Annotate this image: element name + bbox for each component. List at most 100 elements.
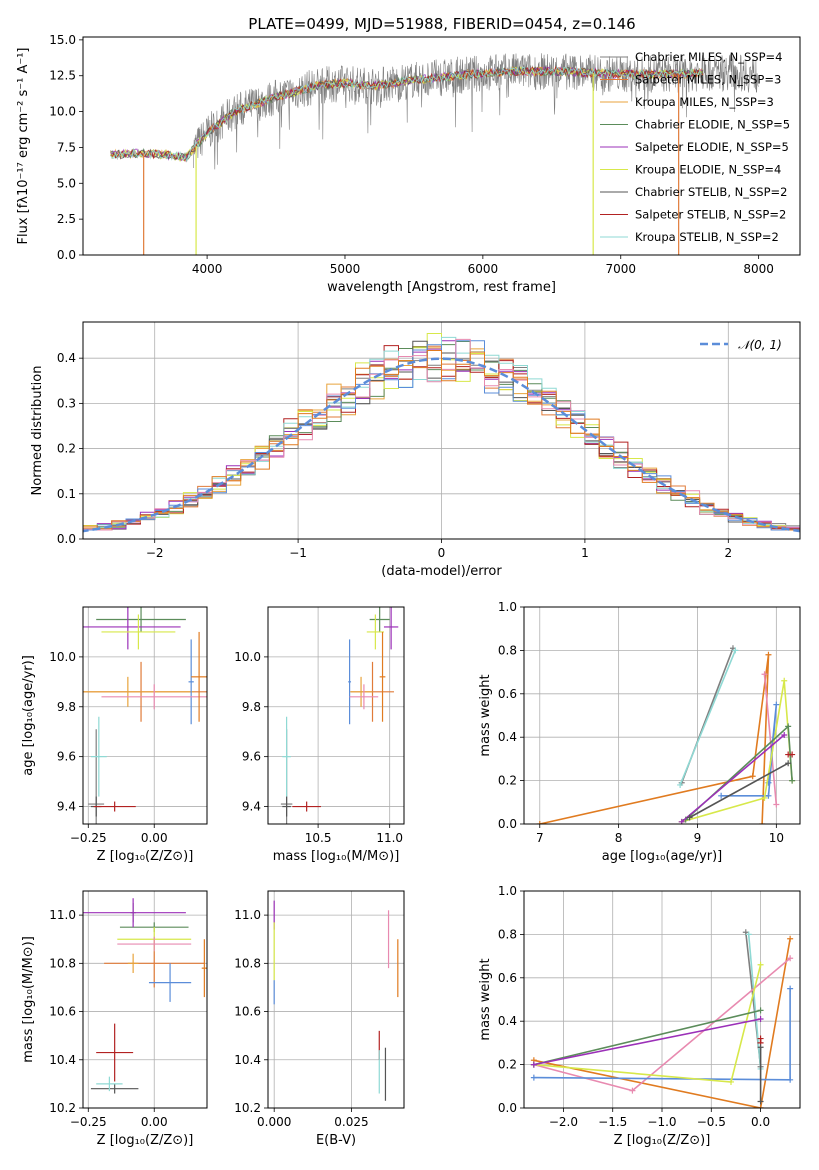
weight-marker-kroupa_stelib bbox=[732, 647, 739, 654]
y-tick-label: 15.0 bbox=[49, 33, 76, 47]
x-tick-label: 8000 bbox=[743, 262, 774, 276]
x-tick-label: 6000 bbox=[468, 262, 499, 276]
weight-line-salpeter_elodie bbox=[533, 1018, 761, 1066]
x-tick-label: 11.0 bbox=[376, 831, 403, 845]
y-axis-label: Normed distribution bbox=[30, 366, 45, 496]
figure-title: PLATE=0499, MJD=51988, FIBERID=0454, z=0… bbox=[248, 15, 635, 33]
y-tick-label: 1.0 bbox=[498, 884, 517, 898]
weight-marker-salpeter_elodie bbox=[781, 732, 788, 739]
x-tick-label: −1.0 bbox=[647, 1115, 676, 1129]
weight-marker-salpeter_elodie bbox=[530, 1061, 537, 1068]
weight-marker-chabrier_elodie bbox=[789, 777, 796, 784]
x-tick-label: −0.25 bbox=[70, 831, 107, 845]
weight-line-pink bbox=[763, 674, 778, 805]
weight-marker-blue bbox=[718, 792, 725, 799]
x-tick-label: −2 bbox=[146, 546, 164, 560]
legend-label: 𝒩(0, 1) bbox=[738, 338, 782, 352]
y-tick-label: 9.8 bbox=[242, 700, 261, 714]
x-axis-label: wavelength [Angstrom, rest frame] bbox=[327, 280, 556, 295]
x-tick-label: 7 bbox=[536, 831, 544, 845]
weight-vs-age-panel: 7 8 9 10 0.0 0.2 0.4 0.6 0.8 1.0 age [log₁₀(age/yr… bbox=[478, 600, 801, 864]
age-vs-metallicity-panel: −0.25 0.00 9.4 9.6 9.8 10.0 Z [log₁₀(Z/Z⊙)] age… bbox=[21, 606, 208, 864]
axes-frame bbox=[267, 890, 405, 1109]
weight-marker-kroupa_stelib bbox=[677, 781, 684, 788]
weight-marker-orange bbox=[536, 821, 543, 824]
y-tick-label: 0.2 bbox=[57, 442, 76, 456]
x-tick-label: −2.0 bbox=[549, 1115, 578, 1129]
weight-marker-blue bbox=[787, 985, 794, 992]
x-axis-label: mass [log₁₀(M/M⊙)] bbox=[273, 849, 400, 864]
y-tick-label: 0.6 bbox=[498, 687, 517, 701]
axes-frame bbox=[523, 890, 801, 1109]
weight-vs-metallicity-panel: −2.0 −1.5 −1.0 −0.5 0.0 0.0 0.2 0.4 0.6 0.8 1.0 Z [… bbox=[478, 884, 801, 1148]
y-tick-label: 1.0 bbox=[498, 600, 517, 614]
model-line-kroupa_stelib bbox=[110, 66, 704, 162]
y-tick-label: 0.0 bbox=[57, 532, 76, 546]
x-tick-label: 2 bbox=[724, 546, 732, 560]
weight-marker-orange bbox=[759, 821, 766, 824]
weight-marker-salpeter_stelib bbox=[789, 751, 796, 758]
y-axis-label: mass weight bbox=[478, 958, 493, 1040]
mass-vs-extinction-panel: 0.000 0.025 10.2 10.4 10.6 10.8 11.0 E(B-V) bbox=[234, 890, 405, 1148]
y-axis-label: mass [log₁₀(M/M⊙)] bbox=[21, 936, 36, 1063]
x-axis-label: E(B-V) bbox=[316, 1133, 356, 1148]
x-tick-label: 0 bbox=[438, 546, 446, 560]
y-tick-label: 0.0 bbox=[498, 817, 517, 831]
legend-label: Kroupa STELIB, N_SSP=2 bbox=[635, 230, 779, 244]
legend-label: Chabrier MILES, N_SSP=4 bbox=[635, 50, 782, 64]
legend-label: Salpeter MILES, N_SSP=3 bbox=[635, 73, 781, 87]
weight-marker-kroupa_stelib bbox=[745, 931, 752, 938]
y-tick-label: 10.6 bbox=[49, 1005, 76, 1019]
title-group: PLATE=0499, MJD=51988, FIBERID=0454, z=0… bbox=[248, 15, 635, 33]
weight-marker-chabrier_stelib bbox=[785, 760, 792, 767]
y-tick-label: 10.4 bbox=[49, 1053, 76, 1067]
y-tick-label: 10.2 bbox=[234, 1101, 261, 1115]
x-axis-label: Z [log₁₀(Z/Z⊙)] bbox=[97, 1133, 194, 1148]
legend-label: Salpeter ELODIE, N_SSP=5 bbox=[635, 140, 789, 154]
legend-label: Kroupa ELODIE, N_SSP=4 bbox=[635, 163, 781, 177]
plot-area bbox=[280, 607, 399, 824]
weight-line-salpeter_elodie bbox=[681, 734, 785, 823]
weight-marker-orange bbox=[787, 935, 794, 942]
weight-marker-pink bbox=[773, 801, 780, 808]
age-vs-mass-panel: 10.5 11.0 9.4 9.6 9.8 10.0 mass [log₁₀(M/M⊙)] bbox=[234, 606, 405, 864]
weight-marker-kroupa_elodie bbox=[781, 677, 788, 684]
y-tick-label: 10.0 bbox=[49, 105, 76, 119]
y-tick-label: 2.5 bbox=[57, 212, 76, 226]
weight-marker-blue bbox=[773, 701, 780, 708]
y-tick-label: 11.0 bbox=[49, 908, 76, 922]
x-tick-label: −0.5 bbox=[697, 1115, 726, 1129]
weight-line-chabrier_elodie bbox=[533, 1009, 761, 1066]
y-tick-label: 9.8 bbox=[57, 700, 76, 714]
x-tick-label: 4000 bbox=[192, 262, 223, 276]
axes-frame bbox=[82, 321, 801, 540]
y-tick-label: 0.6 bbox=[498, 971, 517, 985]
plot-area bbox=[530, 929, 794, 1108]
y-tick-label: 0.2 bbox=[498, 774, 517, 788]
axes-frame bbox=[267, 606, 405, 825]
axes-frame bbox=[82, 890, 208, 1109]
x-axis-label: age [log₁₀(age/yr)] bbox=[602, 849, 723, 864]
x-tick-label: 9 bbox=[694, 831, 702, 845]
weight-marker-kroupa_elodie bbox=[728, 1078, 734, 1085]
x-tick-label: 8 bbox=[615, 831, 623, 845]
weight-marker-salpeter_elodie bbox=[757, 1016, 764, 1023]
weight-line-kroupa_stelib bbox=[679, 650, 737, 786]
y-tick-label: 0.8 bbox=[498, 643, 517, 657]
y-tick-label: 0.4 bbox=[498, 730, 517, 744]
y-tick-label: 7.5 bbox=[57, 140, 76, 154]
y-tick-label: 9.4 bbox=[242, 800, 261, 814]
y-tick-label: 11.0 bbox=[234, 908, 261, 922]
weight-marker-pink bbox=[629, 1087, 636, 1094]
x-tick-label: 10 bbox=[769, 831, 784, 845]
mass-vs-metallicity-panel: −0.25 0.00 10.2 10.4 10.6 10.8 11.0 Z [log₁₀(Z/… bbox=[21, 890, 208, 1148]
plot-area bbox=[83, 333, 800, 533]
weight-marker-orange bbox=[749, 773, 756, 780]
x-axis-label: Z [log₁₀(Z/Z⊙)] bbox=[97, 849, 194, 864]
weight-marker-orange bbox=[757, 1105, 764, 1108]
weight-marker-kroupa_elodie bbox=[757, 961, 764, 968]
weight-marker-kroupa_elodie bbox=[761, 794, 768, 801]
weight-marker-blue bbox=[765, 792, 772, 799]
axes-frame bbox=[82, 606, 208, 825]
